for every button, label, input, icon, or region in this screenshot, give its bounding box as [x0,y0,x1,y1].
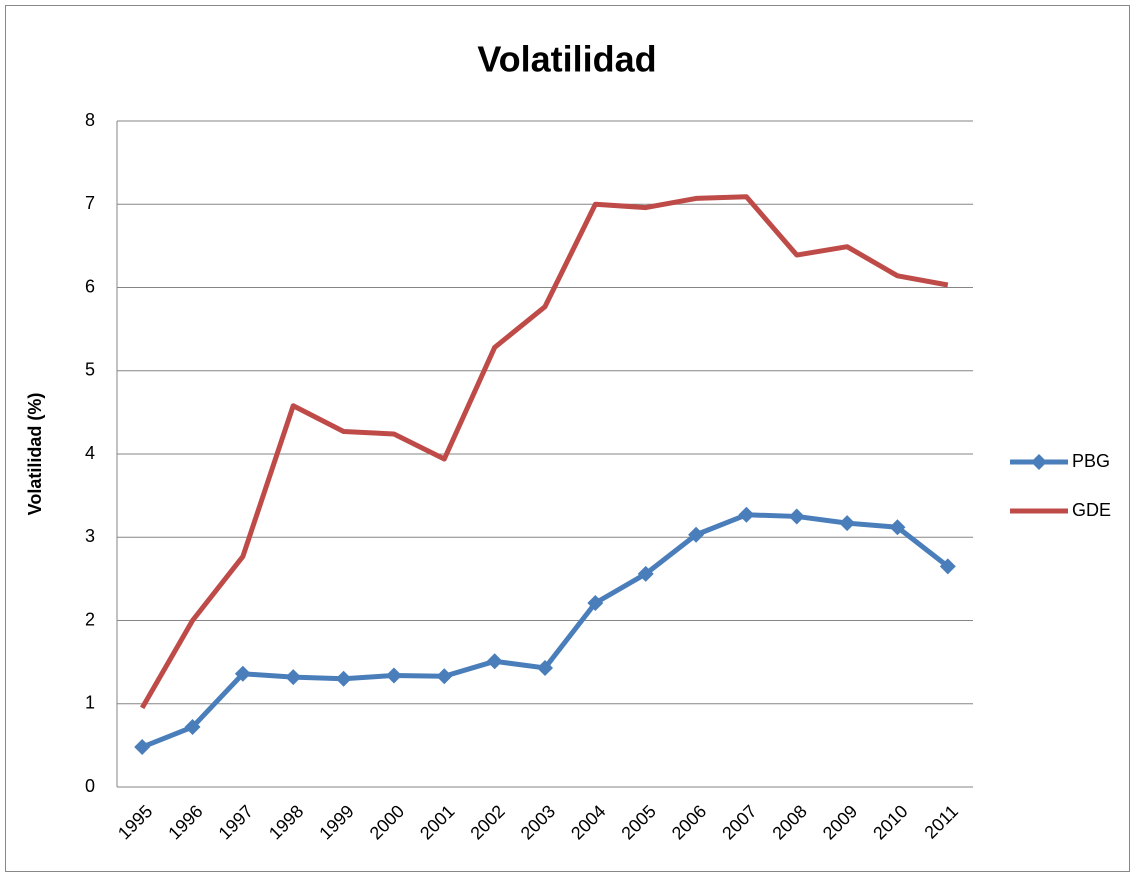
y-axis-label: Volatilidad (%) [25,393,45,516]
y-tick-label: 8 [85,110,95,130]
y-tick-label: 0 [85,776,95,796]
point-marker [134,739,151,756]
point-marker [788,508,805,525]
y-tick-label: 4 [85,443,95,463]
point-marker [889,519,906,536]
point-marker [285,669,302,686]
point-marker [688,526,705,543]
point-marker [184,719,201,736]
point-marker [839,515,856,532]
chart-title: Volatilidad [477,39,656,80]
point-marker [486,653,503,670]
point-marker [436,668,453,685]
legend-label: PBG [1072,451,1110,471]
legend-marker [1031,454,1047,470]
chart-border [5,5,1130,872]
y-tick-label: 7 [85,193,95,213]
legend-label: GDE [1072,500,1111,520]
point-marker [637,565,654,582]
point-marker [537,659,553,676]
point-marker [234,665,251,682]
y-tick-label: 3 [85,526,95,546]
point-marker [385,667,402,684]
point-marker [939,558,956,575]
y-tick-label: 5 [85,360,95,380]
y-tick-label: 6 [85,276,95,296]
series-line [140,194,949,710]
y-tick-label: 1 [85,693,95,713]
point-marker [587,595,604,612]
point-marker [738,506,755,523]
y-tick-label: 2 [85,609,95,629]
point-marker [335,670,352,687]
